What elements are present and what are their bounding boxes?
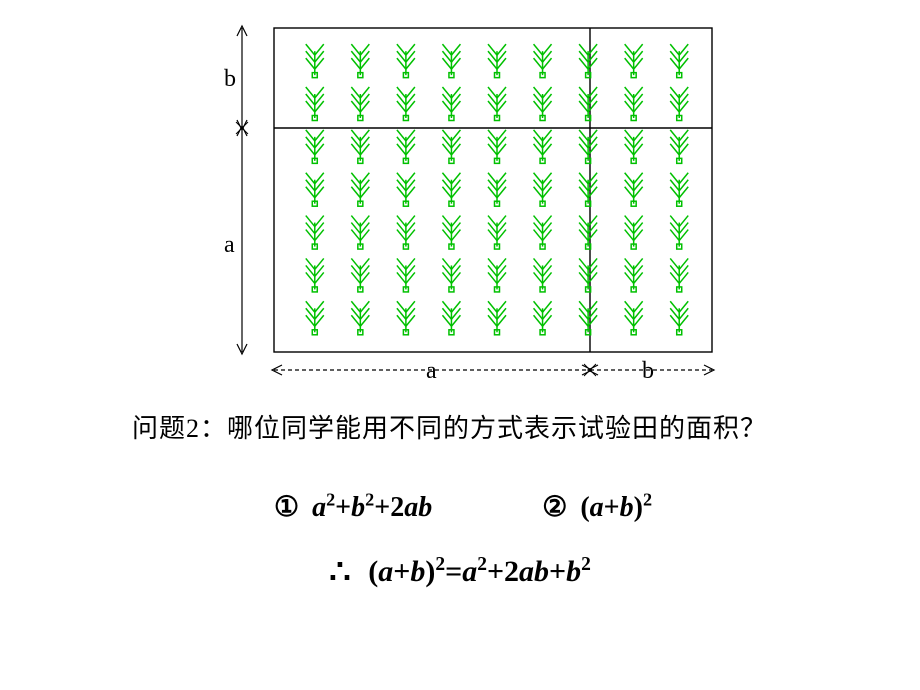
- svg-text:b: b: [224, 66, 236, 92]
- formula2-label: ②: [542, 492, 567, 523]
- svg-text:a: a: [224, 232, 235, 258]
- conclusion: ∴ (a+b)2=a2+2ab+b2: [0, 552, 920, 592]
- question-2: 问题2：哪位同学能用不同的方式表示试验田的面积？: [132, 410, 792, 448]
- formula2: (a+b)2: [580, 492, 652, 523]
- formulas-block: ① a2+b2+2ab ② (a+b)2 ∴ (a+b)2=a2+2ab+b2: [0, 490, 920, 592]
- formula1: a2+b2+2ab: [312, 492, 432, 523]
- area-diagram: b a a b: [212, 8, 724, 388]
- svg-text:a: a: [426, 358, 437, 384]
- formula1-label: ①: [274, 492, 299, 523]
- question-text: 问题2：哪位同学能用不同的方式表示试验田的面积？: [132, 410, 792, 448]
- svg-text:b: b: [642, 358, 654, 384]
- formula-row: ① a2+b2+2ab ② (a+b)2: [0, 490, 920, 524]
- therefore-symbol: ∴: [329, 554, 351, 591]
